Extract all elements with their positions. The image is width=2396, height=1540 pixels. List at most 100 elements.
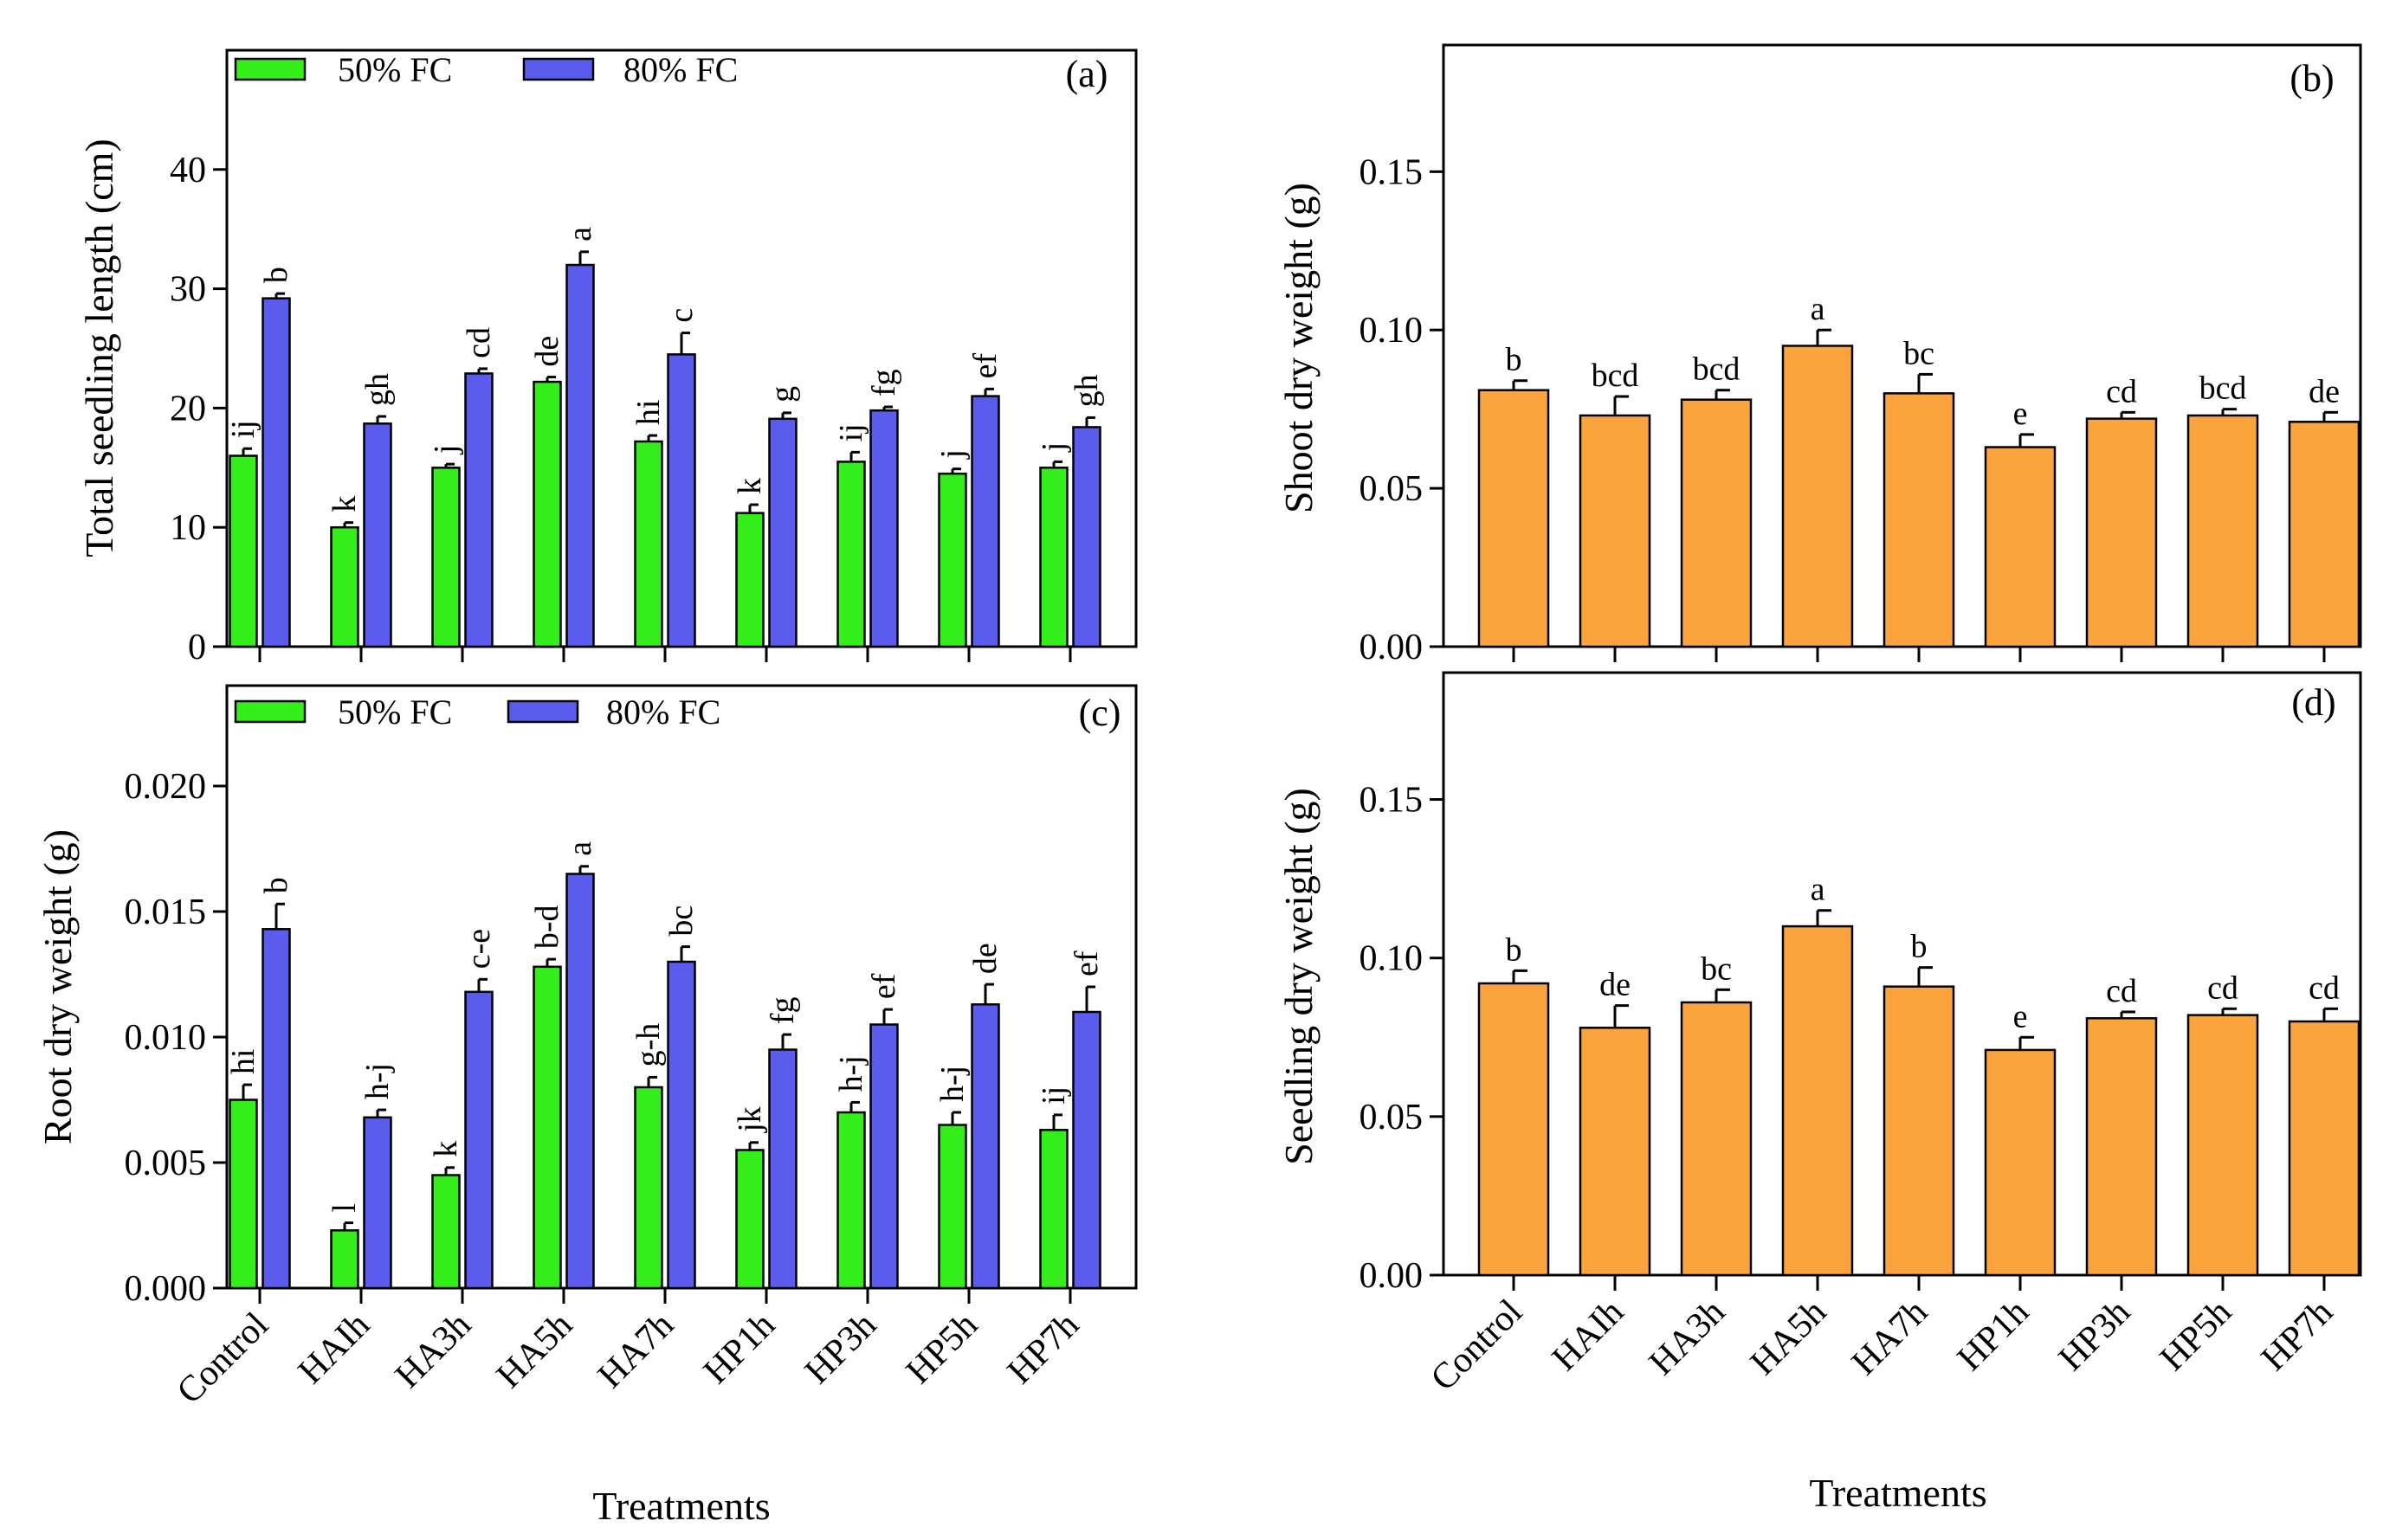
significance-letter: b-d bbox=[529, 905, 565, 949]
bar-80fc bbox=[667, 353, 696, 648]
bar-80fc bbox=[464, 990, 494, 1290]
bar-value bbox=[1477, 389, 1550, 648]
bar-value bbox=[1579, 1027, 1651, 1277]
significance-letter: c-e bbox=[461, 929, 497, 969]
significance-letter: ef bbox=[967, 352, 1004, 378]
y-tick-label: 0.15 bbox=[1359, 152, 1424, 192]
significance-letter: de bbox=[2309, 373, 2340, 409]
significance-letter: bcd bbox=[2199, 371, 2247, 407]
bar-80fc bbox=[1072, 1010, 1101, 1290]
bar-80fc bbox=[363, 1116, 392, 1290]
significance-letter: a bbox=[1811, 872, 1825, 908]
y-tick-label: 0.10 bbox=[1359, 939, 1424, 979]
x-category-label: HAIh bbox=[291, 1305, 378, 1392]
legend-label: 80% FC bbox=[623, 50, 738, 89]
bar-80fc bbox=[565, 873, 595, 1290]
bar-80fc bbox=[768, 1048, 798, 1290]
bar-80fc bbox=[565, 263, 595, 648]
bar-50fc bbox=[330, 1229, 359, 1290]
significance-letter: bcd bbox=[1592, 358, 1639, 394]
bar-value bbox=[2288, 421, 2360, 648]
significance-letter: b bbox=[1506, 342, 1522, 378]
significance-letter: fg bbox=[765, 996, 801, 1024]
significance-letter: ef bbox=[1069, 950, 1105, 976]
y-tick-label: 0.00 bbox=[1359, 1256, 1424, 1296]
bar-value bbox=[1781, 925, 1854, 1277]
y-tick-label: 0.05 bbox=[1359, 469, 1424, 509]
y-tick-label: 0.000 bbox=[125, 1269, 207, 1309]
x-axis-title-right: Treatments bbox=[1809, 1471, 1986, 1515]
y-tick-label: 20 bbox=[170, 389, 206, 428]
significance-letter: de bbox=[529, 336, 565, 367]
significance-letter: j bbox=[1036, 442, 1072, 454]
bar-80fc bbox=[869, 1023, 899, 1290]
bar-50fc bbox=[836, 1111, 866, 1290]
bar-value bbox=[1781, 345, 1854, 648]
significance-letter: cd bbox=[2106, 373, 2137, 409]
y-tick-label: 30 bbox=[170, 270, 206, 310]
significance-letter: j bbox=[934, 449, 971, 461]
bar-80fc bbox=[667, 960, 696, 1290]
bar-50fc bbox=[533, 380, 562, 648]
significance-letter: cd bbox=[2106, 973, 2137, 1009]
bar-50fc bbox=[533, 965, 562, 1290]
significance-letter: cd bbox=[2309, 970, 2340, 1006]
panel-label: (a) bbox=[1066, 53, 1108, 95]
bar-50fc bbox=[634, 1086, 663, 1290]
significance-letter: hi bbox=[225, 1049, 262, 1075]
significance-letter: h-j bbox=[833, 1055, 869, 1092]
significance-letter: gh bbox=[359, 373, 396, 406]
significance-letter: g-h bbox=[630, 1023, 667, 1067]
bar-80fc bbox=[768, 417, 798, 648]
bar-50fc bbox=[1039, 467, 1069, 648]
bar-80fc bbox=[971, 1003, 1000, 1290]
significance-letter: de bbox=[967, 943, 1004, 974]
bar-50fc bbox=[1039, 1129, 1069, 1290]
significance-letter: ef bbox=[866, 973, 902, 999]
significance-letter: j bbox=[428, 445, 464, 456]
significance-letter: b bbox=[1506, 931, 1522, 968]
bar-80fc bbox=[262, 297, 291, 648]
bar-value bbox=[1680, 398, 1753, 648]
significance-letter: bc bbox=[1903, 335, 1934, 371]
y-axis-title: Root dry weight (g) bbox=[36, 829, 80, 1144]
significance-letter: h-j bbox=[359, 1063, 396, 1099]
x-category-label: HP3h bbox=[798, 1305, 884, 1392]
x-category-label: HP7h bbox=[2254, 1292, 2341, 1379]
bar-value bbox=[2085, 417, 2158, 648]
y-tick-label: 40 bbox=[170, 151, 206, 190]
bar-80fc bbox=[464, 372, 494, 648]
significance-letter: bc bbox=[663, 905, 700, 937]
y-tick-label: 0.00 bbox=[1359, 628, 1424, 667]
significance-letter: k bbox=[326, 496, 363, 512]
bar-50fc bbox=[836, 461, 866, 648]
y-axis-title: Total seedling length (cm) bbox=[77, 139, 121, 557]
x-category-label: HP7h bbox=[1000, 1305, 1087, 1392]
x-category-label: HA3h bbox=[1642, 1292, 1733, 1383]
x-category-label: HA3h bbox=[388, 1305, 479, 1396]
significance-letter: bcd bbox=[1693, 351, 1740, 388]
bar-value bbox=[2085, 1017, 2158, 1277]
significance-letter: fg bbox=[866, 369, 902, 396]
significance-letter: k bbox=[732, 478, 768, 494]
y-axis-title: Shoot dry weight (g) bbox=[1276, 183, 1321, 513]
x-category-label: HP5h bbox=[899, 1305, 985, 1392]
significance-letter: de bbox=[1599, 967, 1631, 1003]
bar-value bbox=[2186, 414, 2259, 648]
bar-50fc bbox=[330, 525, 359, 648]
bar-value bbox=[1477, 982, 1550, 1277]
significance-letter: k bbox=[428, 1141, 464, 1157]
x-category-label: HP1h bbox=[1950, 1292, 2037, 1379]
y-tick-label: 0.020 bbox=[125, 767, 207, 807]
bar-50fc bbox=[229, 1099, 258, 1290]
x-category-label: Control bbox=[1424, 1292, 1530, 1399]
bar-value bbox=[2288, 1020, 2360, 1277]
y-tick-label: 0.010 bbox=[125, 1018, 207, 1058]
bar-80fc bbox=[971, 395, 1000, 648]
x-axis-title-left: Treatments bbox=[592, 1484, 770, 1528]
panel-label: (b) bbox=[2289, 57, 2334, 100]
x-category-label: HP5h bbox=[2153, 1292, 2239, 1379]
bar-50fc bbox=[229, 454, 258, 648]
bar-50fc bbox=[634, 440, 663, 648]
significance-letter: b bbox=[258, 267, 294, 283]
